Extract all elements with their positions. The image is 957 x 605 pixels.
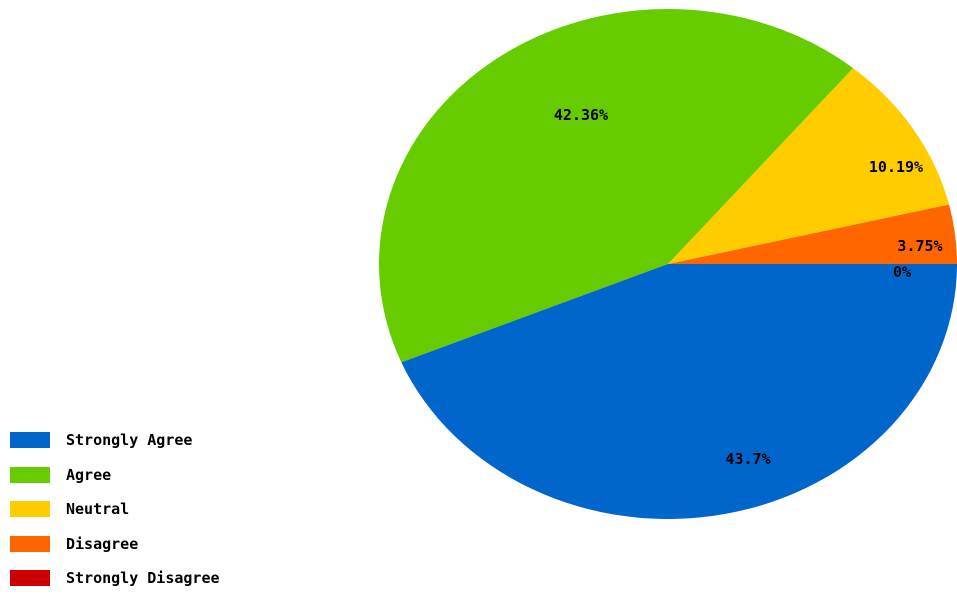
legend-label: Strongly Agree bbox=[66, 431, 193, 449]
legend-item-strongly-disagree: Strongly Disagree bbox=[10, 570, 220, 605]
legend: Strongly Agree Agree Neutral Disagree St… bbox=[10, 432, 220, 605]
pie-slice-neutral bbox=[668, 68, 950, 264]
pie-data-label: 43.7% bbox=[725, 450, 770, 468]
pie-slice-strongly-agree bbox=[401, 264, 957, 519]
legend-swatch bbox=[10, 466, 50, 483]
legend-swatch bbox=[10, 570, 50, 586]
legend-item-agree: Agree bbox=[10, 465, 220, 502]
pie-data-label: 3.75% bbox=[897, 237, 942, 255]
legend-swatch bbox=[10, 432, 50, 448]
pie-slice-disagree bbox=[668, 204, 957, 264]
legend-label: Disagree bbox=[66, 534, 139, 553]
pie-slices bbox=[379, 9, 957, 519]
legend-item-neutral: Neutral bbox=[10, 501, 220, 536]
pie-labels: 43.7% 42.36% 10.19% 3.75% 0% bbox=[554, 106, 943, 468]
legend-item-disagree: Disagree bbox=[10, 534, 220, 571]
legend-label: Strongly Disagree bbox=[66, 569, 220, 587]
legend-item-strongly-agree: Strongly Agree bbox=[10, 432, 220, 467]
pie-data-label: 42.36% bbox=[554, 106, 608, 124]
pie-slice-agree bbox=[379, 9, 854, 363]
legend-swatch bbox=[10, 535, 50, 552]
legend-swatch bbox=[10, 501, 50, 517]
legend-label: Neutral bbox=[66, 500, 130, 518]
pie-data-label: 10.19% bbox=[869, 158, 923, 176]
legend-label: Agree bbox=[66, 465, 112, 484]
pie-data-label: 0% bbox=[893, 263, 911, 281]
